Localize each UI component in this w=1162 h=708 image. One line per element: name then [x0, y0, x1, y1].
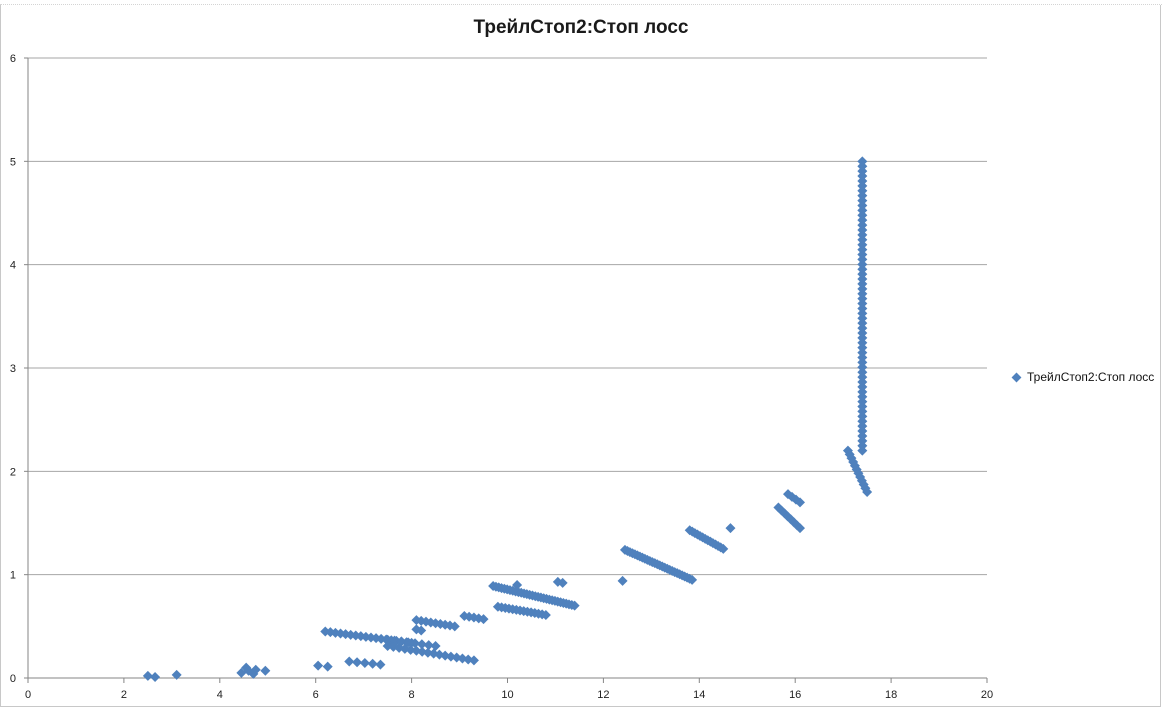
data-point: [359, 658, 370, 669]
data-point: [569, 600, 580, 611]
x-tick-label-2: 2: [121, 689, 127, 701]
cropped-header-strip: [0, 0, 1162, 5]
data-point: [862, 487, 873, 497]
data-point: [617, 575, 628, 586]
data-point: [794, 497, 805, 508]
x-tick-label-20: 20: [981, 689, 993, 701]
x-tick-label-0: 0: [25, 689, 31, 701]
data-point: [150, 671, 161, 682]
data-point: [557, 577, 568, 588]
legend-label: ТрейлСтоп2:Стоп лосс: [1027, 370, 1155, 384]
data-point: [367, 658, 378, 669]
data-point: [313, 660, 324, 671]
x-tick-label-14: 14: [693, 689, 705, 701]
data-point: [250, 664, 261, 675]
x-tick-label-4: 4: [217, 689, 223, 701]
data-point: [142, 670, 153, 681]
x-tick-label-18: 18: [885, 689, 897, 701]
y-tick-label-3: 3: [10, 363, 16, 375]
data-point: [718, 543, 729, 554]
legend-marker-diamond: [1011, 372, 1022, 382]
data-point: [416, 639, 427, 650]
x-tick-label-10: 10: [501, 689, 513, 701]
data-point: [416, 625, 427, 636]
data-point: [260, 665, 271, 676]
y-tick-label-6: 6: [10, 53, 16, 65]
y-tick-label-0: 0: [10, 673, 16, 685]
data-point: [322, 661, 333, 672]
data-point: [410, 638, 421, 649]
data-point: [389, 635, 400, 646]
data-point: [468, 655, 479, 666]
data-point: [430, 640, 441, 651]
data-point: [794, 523, 805, 534]
chart-title: ТрейлСтоп2:Стоп лосс: [473, 17, 689, 38]
x-tick-label-6: 6: [313, 689, 319, 701]
data-point: [725, 523, 736, 534]
legend: ТрейлСтоп2:Стоп лосс: [1011, 370, 1155, 384]
y-tick-label-4: 4: [10, 260, 16, 272]
data-point: [478, 614, 489, 625]
data-point: [423, 640, 434, 651]
data-point: [171, 669, 182, 680]
x-tick-label-12: 12: [597, 689, 609, 701]
data-point: [344, 656, 355, 667]
data-point: [382, 634, 393, 645]
y-tick-label-1: 1: [10, 570, 16, 582]
data-point: [687, 574, 698, 585]
data-point: [449, 621, 460, 632]
x-tick-label-8: 8: [409, 689, 415, 701]
data-point: [857, 156, 868, 167]
x-tick-label-16: 16: [789, 689, 801, 701]
data-point: [352, 657, 363, 668]
data-point: [540, 609, 551, 620]
data-point: [375, 659, 386, 670]
data-point: [512, 580, 523, 590]
y-tick-label-5: 5: [10, 156, 16, 168]
y-tick-label-2: 2: [10, 466, 16, 478]
